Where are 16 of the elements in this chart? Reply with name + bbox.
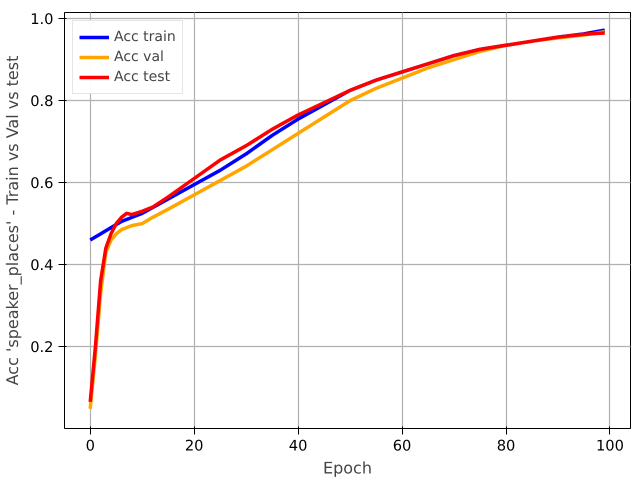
x-tick-label: 100 — [596, 438, 624, 454]
x-axis-title: Epoch — [323, 458, 372, 478]
y-tick-label: 0.6 — [30, 175, 54, 192]
y-tick-label: 1.0 — [30, 11, 54, 28]
legend-label: Acc test — [114, 69, 170, 85]
legend-label: Acc val — [114, 49, 164, 65]
x-tick-label: 20 — [184, 438, 204, 454]
x-tick-label: 80 — [496, 438, 516, 454]
legend-label: Acc train — [114, 29, 176, 45]
x-tick-label: 0 — [86, 438, 95, 454]
x-tick-label: 60 — [392, 438, 412, 454]
y-axis-title: Acc 'speaker_places' - Train vs Val vs test — [3, 56, 22, 386]
y-tick-label: 0.2 — [30, 339, 54, 356]
y-tick-label: 0.8 — [30, 93, 54, 110]
y-tick-label: 0.4 — [30, 257, 54, 274]
x-tick-label: 40 — [288, 438, 308, 454]
